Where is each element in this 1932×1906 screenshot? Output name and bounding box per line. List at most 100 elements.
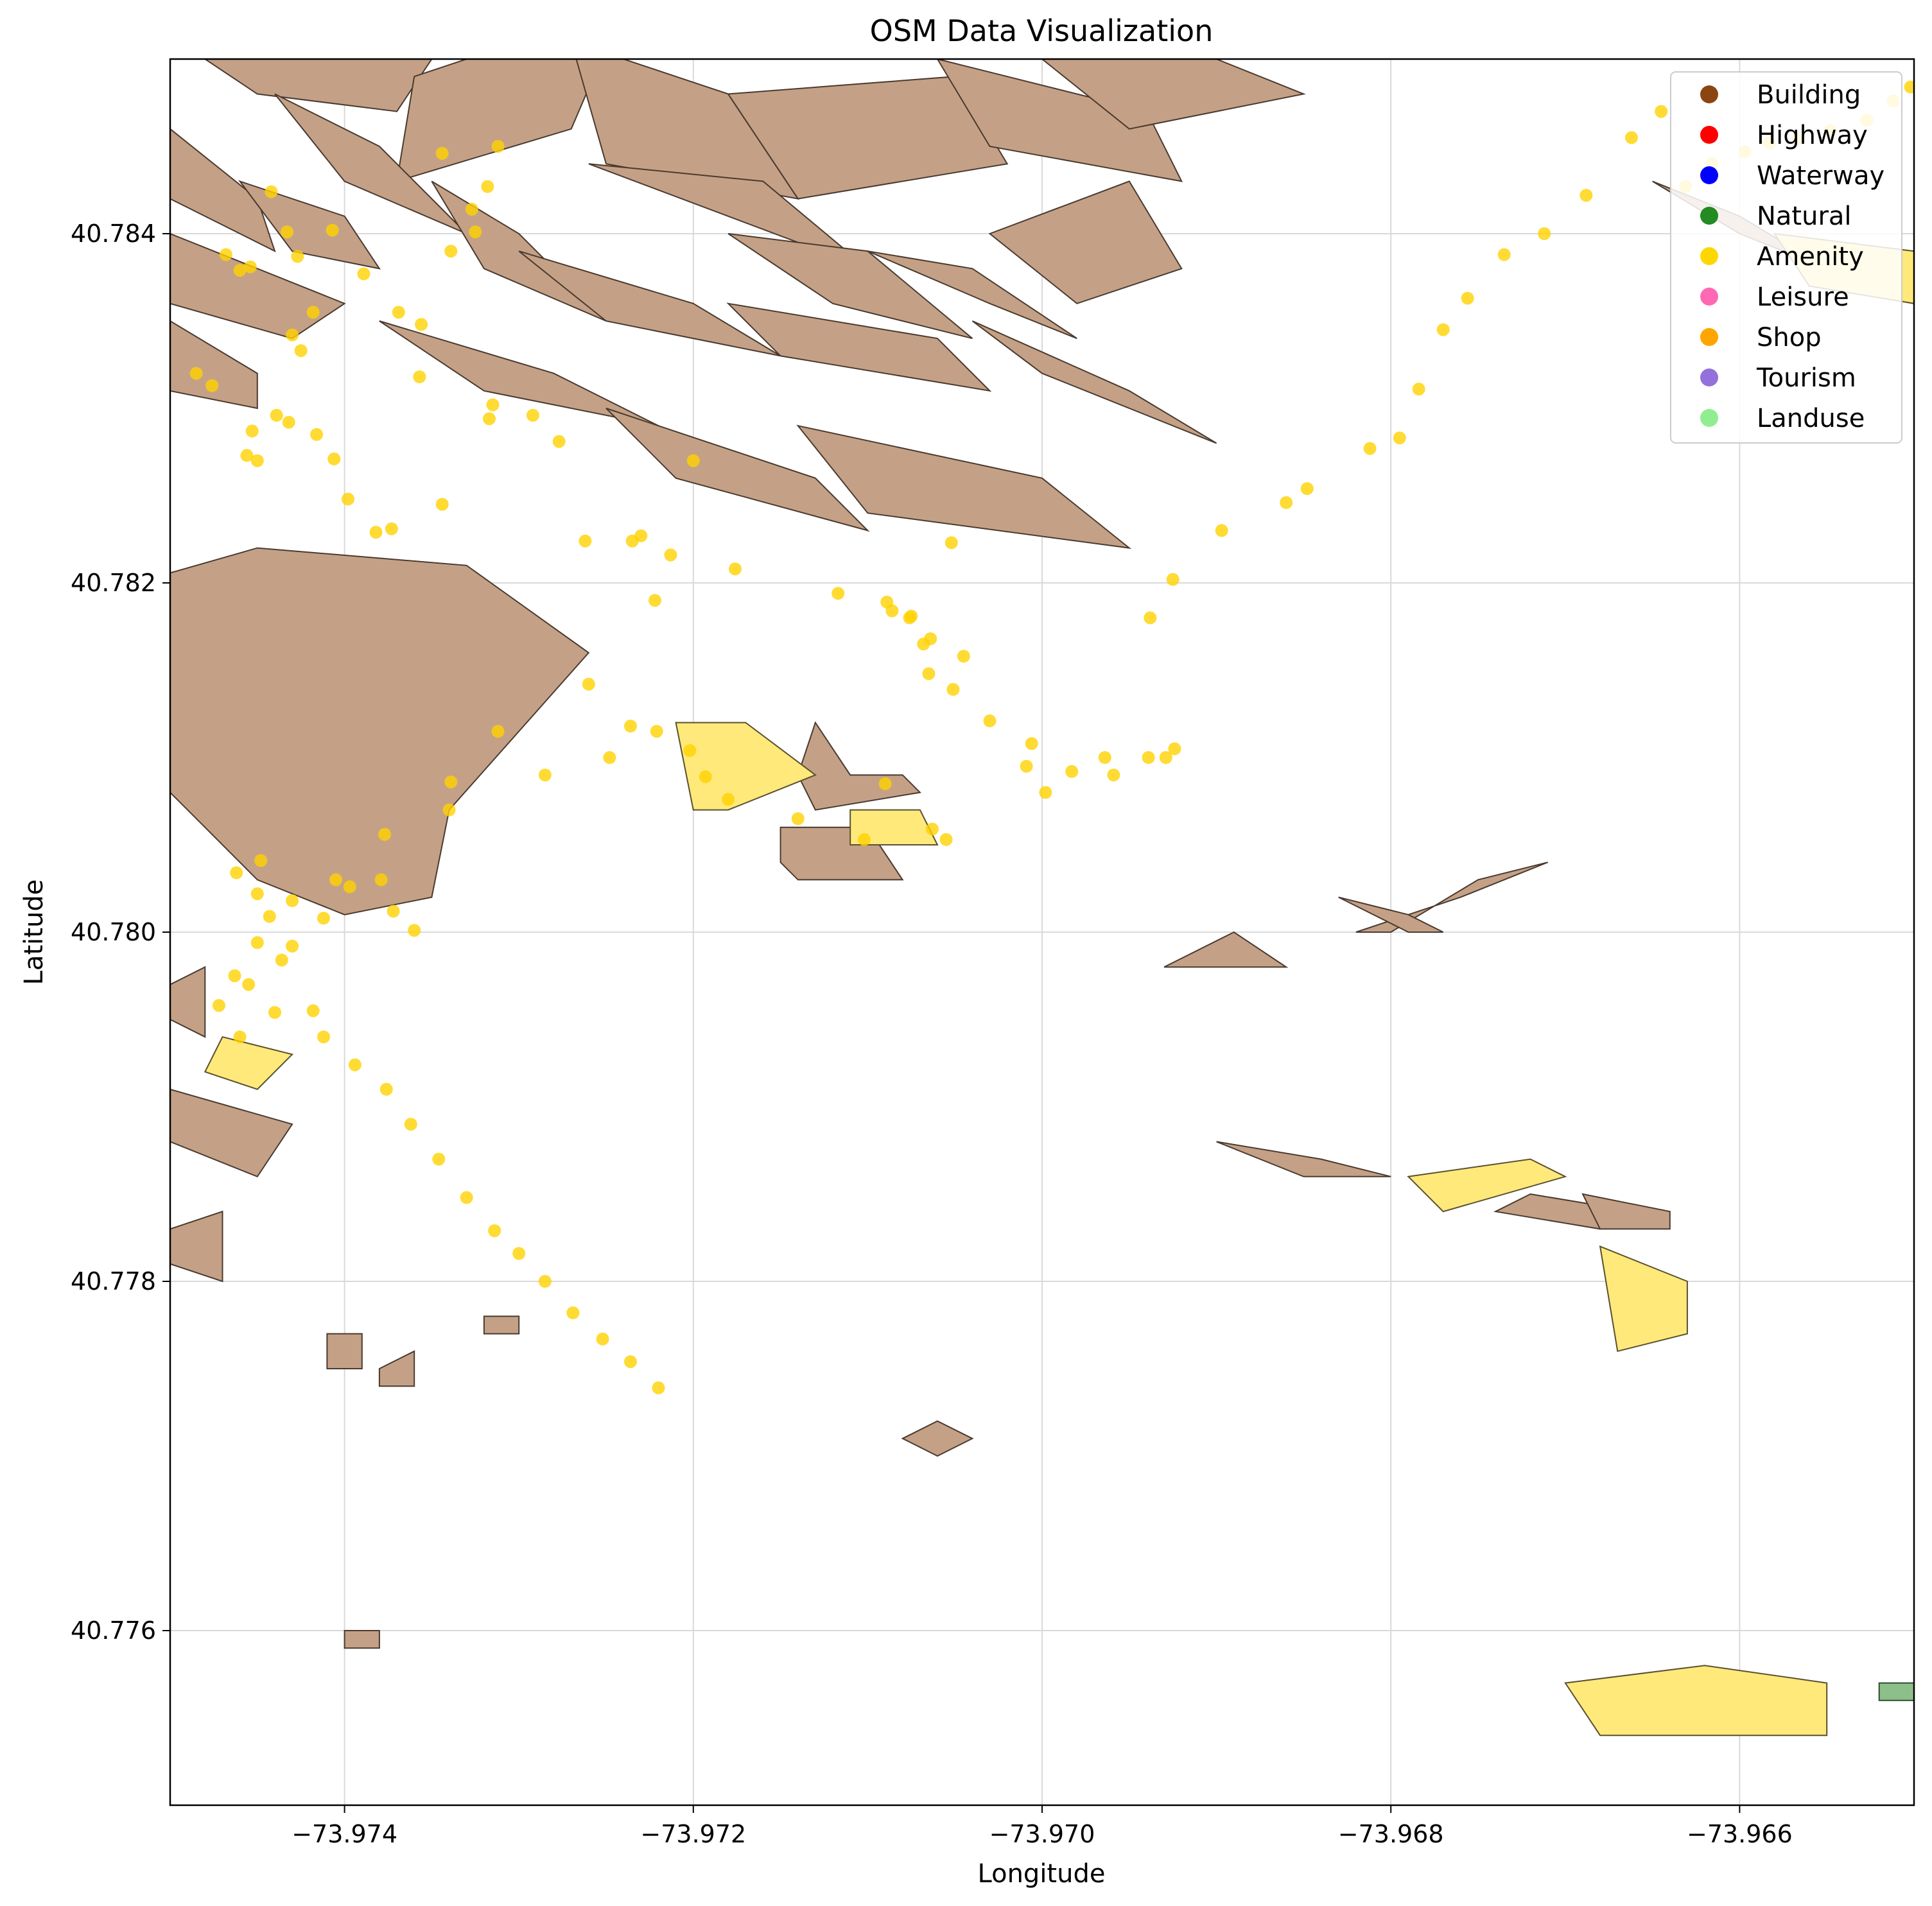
amenity-point (491, 725, 505, 738)
building-polygon (1216, 1141, 1391, 1177)
amenity-point (415, 318, 428, 331)
amenity-point (205, 379, 219, 392)
building-polygon (726, 302, 992, 392)
y-tick-label: 40.782 (71, 569, 156, 597)
amenity-point (1625, 131, 1638, 144)
legend-label-leisure: Leisure (1757, 282, 1849, 312)
amenity-point (233, 264, 247, 277)
amenity-point (944, 536, 958, 550)
amenity-point (878, 777, 892, 790)
amenity-point (1412, 383, 1425, 396)
legend-marker-tourism (1700, 368, 1718, 386)
amenity-point (265, 185, 278, 198)
amenity-point (282, 415, 295, 429)
amenity-point (1461, 291, 1474, 305)
x-tick-label: −73.970 (989, 1820, 1095, 1848)
building-polygon (170, 547, 590, 915)
amenity-point (379, 1082, 393, 1096)
amenity-point (922, 667, 936, 680)
building-polygon (1581, 1193, 1671, 1230)
amenity-point (329, 873, 342, 887)
amenity-point (444, 245, 458, 258)
amenity-point (444, 775, 458, 789)
x-tick-label: −73.974 (292, 1820, 397, 1848)
amenity-point (905, 609, 918, 623)
building-polygon (170, 966, 206, 1038)
amenity-point (306, 306, 320, 319)
amenity-point (213, 999, 225, 1012)
amenity-point (219, 248, 232, 261)
y-tick-label: 40.778 (71, 1267, 156, 1295)
amenity-point (1904, 80, 1914, 94)
legend-label-building: Building (1757, 80, 1861, 110)
amenity-point (683, 744, 697, 758)
amenity-point (664, 548, 677, 562)
amenity-point (624, 1355, 637, 1369)
amenity-point (374, 873, 388, 887)
building-polygon (1163, 931, 1289, 968)
amenity-point (342, 492, 354, 506)
building-polygon (170, 128, 276, 253)
x-tick-label: −73.966 (1687, 1820, 1793, 1848)
legend-label-natural: Natural (1757, 202, 1852, 231)
amenity-point (460, 1191, 473, 1204)
amenity-point (408, 924, 421, 937)
amenity-point (1065, 765, 1079, 778)
legend: Building Highway Waterway Natural Amenity Lei… (1670, 71, 1902, 444)
building-polygon (204, 59, 433, 112)
amenity-point (435, 498, 449, 511)
amenity-point (317, 1030, 330, 1044)
amenity-point (579, 534, 592, 548)
y-axis-ticks: 40.776 40.778 40.780 40.782 40.784 (71, 220, 170, 1645)
legend-items: Building Highway Waterway Natural Amenity Lei… (1700, 80, 1884, 433)
amenity-point (596, 1332, 609, 1346)
amenity-point (343, 880, 356, 894)
legend-marker-amenity (1700, 247, 1718, 265)
chart-title: OSM Data Visualization (870, 13, 1214, 48)
amenity-point (442, 803, 456, 817)
building-polygon (605, 408, 870, 532)
amenity-point (306, 1004, 320, 1018)
building-polygon (170, 1088, 293, 1178)
legend-marker-leisure (1700, 288, 1718, 306)
y-tick-label: 40.776 (71, 1616, 156, 1645)
amenity-point (1363, 442, 1377, 455)
amenity-point (413, 370, 426, 383)
amenity-area-polygon (1564, 1665, 1828, 1737)
amenity-point (189, 367, 203, 380)
amenity-point (634, 529, 648, 542)
building-polygon (170, 1210, 223, 1283)
amenity-point (1497, 248, 1511, 261)
amenity-point (650, 725, 663, 738)
amenity-point (1655, 105, 1668, 118)
amenity-point (286, 939, 299, 953)
amenity-point (538, 1275, 552, 1288)
amenity-point (243, 260, 257, 273)
amenity-point (957, 650, 970, 663)
amenity-point (432, 1152, 446, 1166)
y-axis-title: Latitude (19, 879, 49, 985)
amenity-point (1393, 431, 1406, 445)
legend-marker-waterway (1700, 166, 1718, 184)
building-polygon (1338, 896, 1444, 933)
amenity-point (281, 225, 293, 239)
amenity-point (240, 449, 254, 462)
amenity-point (652, 1381, 665, 1394)
amenity-point (242, 978, 256, 991)
amenity-point (729, 562, 742, 576)
amenity-point (1142, 751, 1155, 764)
building-polygons (170, 59, 1827, 1649)
legend-marker-shop (1700, 328, 1718, 346)
amenity-point (552, 435, 566, 448)
amenity-area-polygon (1599, 1245, 1688, 1353)
building-polygon (936, 59, 1183, 182)
legend-box (1670, 71, 1902, 444)
y-tick-label: 40.784 (71, 220, 156, 248)
building-polygon (727, 76, 1009, 200)
amenity-point (270, 408, 283, 422)
amenity-point (1580, 189, 1593, 202)
amenity-point (603, 751, 616, 764)
amenity-point (1166, 573, 1179, 586)
amenity-point (885, 604, 899, 618)
